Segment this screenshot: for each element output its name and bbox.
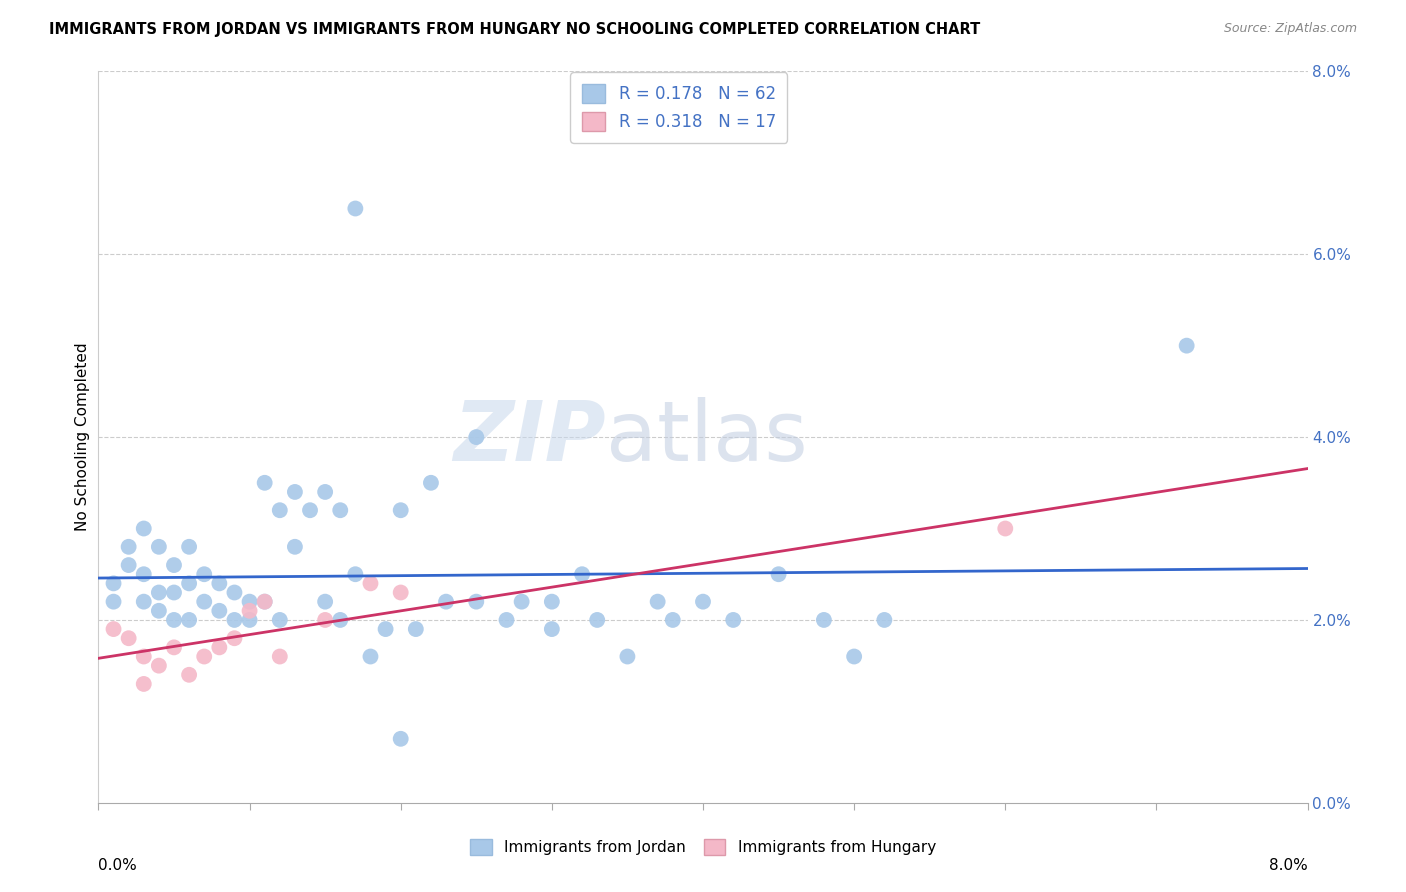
- Point: [118, 558, 141, 573]
- Point: [344, 567, 367, 582]
- Point: [193, 567, 215, 582]
- Point: [208, 604, 231, 618]
- Point: [193, 595, 215, 609]
- Point: [813, 613, 835, 627]
- Point: [314, 595, 336, 609]
- Point: [118, 632, 141, 646]
- Point: [179, 540, 201, 554]
- Point: [616, 649, 638, 664]
- Point: [179, 576, 201, 591]
- Text: 0.0%: 0.0%: [98, 858, 138, 872]
- Point: [540, 595, 562, 609]
- Point: [405, 622, 427, 636]
- Legend: Immigrants from Jordan, Immigrants from Hungary: Immigrants from Jordan, Immigrants from …: [464, 833, 942, 861]
- Point: [239, 595, 262, 609]
- Point: [314, 485, 336, 500]
- Point: [314, 613, 336, 627]
- Point: [208, 576, 231, 591]
- Point: [132, 649, 155, 664]
- Point: [239, 604, 262, 618]
- Point: [239, 613, 262, 627]
- Point: [647, 595, 669, 609]
- Point: [495, 613, 517, 627]
- Point: [179, 613, 201, 627]
- Point: [389, 503, 412, 517]
- Point: [344, 202, 367, 216]
- Point: [374, 622, 396, 636]
- Point: [132, 567, 155, 582]
- Point: [103, 576, 125, 591]
- Point: [132, 521, 155, 535]
- Point: [723, 613, 745, 627]
- Text: Source: ZipAtlas.com: Source: ZipAtlas.com: [1223, 22, 1357, 36]
- Point: [163, 585, 186, 599]
- Point: [224, 613, 246, 627]
- Point: [1175, 338, 1198, 352]
- Text: 8.0%: 8.0%: [1268, 858, 1308, 872]
- Text: IMMIGRANTS FROM JORDAN VS IMMIGRANTS FROM HUNGARY NO SCHOOLING COMPLETED CORRELA: IMMIGRANTS FROM JORDAN VS IMMIGRANTS FRO…: [49, 22, 980, 37]
- Point: [465, 430, 488, 444]
- Point: [465, 595, 488, 609]
- Point: [994, 521, 1017, 535]
- Point: [224, 585, 246, 599]
- Point: [132, 595, 155, 609]
- Point: [163, 613, 186, 627]
- Point: [661, 613, 683, 627]
- Text: atlas: atlas: [606, 397, 808, 477]
- Point: [253, 595, 276, 609]
- Point: [132, 677, 155, 691]
- Point: [571, 567, 593, 582]
- Point: [434, 595, 457, 609]
- Text: ZIP: ZIP: [454, 397, 606, 477]
- Point: [510, 595, 533, 609]
- Point: [148, 658, 170, 673]
- Point: [873, 613, 896, 627]
- Point: [269, 649, 291, 664]
- Point: [844, 649, 866, 664]
- Point: [360, 576, 382, 591]
- Point: [360, 649, 382, 664]
- Point: [103, 595, 125, 609]
- Point: [269, 613, 291, 627]
- Point: [299, 503, 322, 517]
- Point: [768, 567, 790, 582]
- Point: [420, 475, 443, 490]
- Point: [208, 640, 231, 655]
- Point: [269, 503, 291, 517]
- Point: [253, 595, 276, 609]
- Point: [253, 475, 276, 490]
- Point: [103, 622, 125, 636]
- Point: [193, 649, 215, 664]
- Point: [329, 613, 352, 627]
- Point: [389, 585, 412, 599]
- Point: [329, 503, 352, 517]
- Point: [148, 585, 170, 599]
- Point: [284, 485, 307, 500]
- Point: [540, 622, 562, 636]
- Point: [118, 540, 141, 554]
- Y-axis label: No Schooling Completed: No Schooling Completed: [75, 343, 90, 532]
- Point: [586, 613, 609, 627]
- Point: [163, 558, 186, 573]
- Point: [148, 540, 170, 554]
- Point: [148, 604, 170, 618]
- Point: [179, 667, 201, 681]
- Point: [224, 632, 246, 646]
- Point: [284, 540, 307, 554]
- Point: [692, 595, 714, 609]
- Point: [389, 731, 412, 746]
- Point: [163, 640, 186, 655]
